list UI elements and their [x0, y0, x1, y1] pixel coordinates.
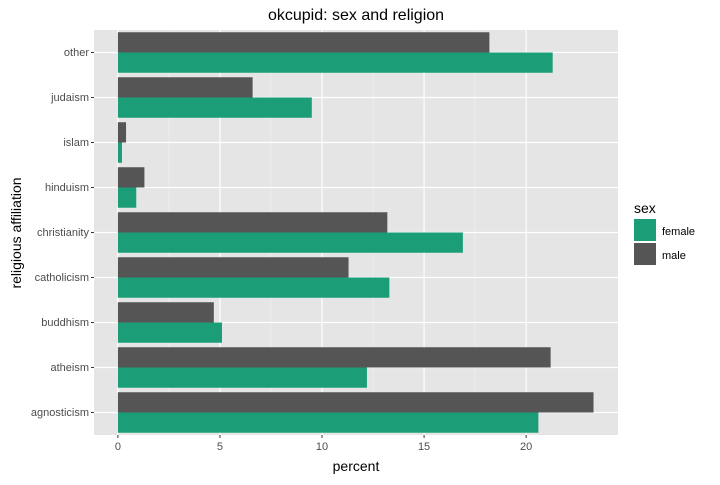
x-tick-label: 5 — [217, 441, 223, 453]
legend-label-male: male — [662, 250, 686, 262]
x-axis-title: percent — [333, 458, 380, 474]
y-tick-label: atheism — [50, 362, 89, 374]
bar-female-hinduism — [117, 187, 137, 208]
y-tick-label: christianity — [37, 227, 89, 239]
y-tick-label: judaism — [50, 92, 89, 104]
legend-key-female — [634, 219, 656, 241]
bar-female-other — [117, 52, 553, 73]
y-tick-label: islam — [63, 137, 89, 149]
bar-male-agnosticism — [117, 392, 594, 413]
bar-female-buddhism — [117, 322, 222, 343]
bar-male-christianity — [117, 212, 388, 233]
bar-female-judaism — [117, 97, 312, 118]
bar-female-islam — [117, 142, 122, 163]
y-tick-label: catholicism — [35, 272, 89, 284]
y-tick-label: hinduism — [45, 182, 89, 194]
legend: sex female male — [634, 200, 695, 265]
y-tick-label: agnosticism — [31, 407, 89, 419]
bar-male-hinduism — [117, 167, 145, 188]
bar-male-judaism — [117, 77, 253, 98]
x-tick-label: 0 — [115, 441, 121, 453]
x-tick-label: 15 — [418, 441, 430, 453]
bar-male-buddhism — [117, 302, 214, 323]
bar-male-other — [117, 32, 490, 53]
y-tick-label: buddhism — [41, 317, 89, 329]
legend-title: sex — [634, 200, 656, 216]
y-axis: agnosticism atheism buddhism catholicism chr… — [31, 47, 94, 419]
bar-female-christianity — [117, 232, 463, 253]
y-axis-title: religious affiliation — [8, 177, 24, 288]
x-tick-label: 20 — [520, 441, 532, 453]
bar-female-agnosticism — [117, 412, 539, 433]
bar-female-atheism — [117, 367, 367, 388]
legend-key-male — [634, 243, 656, 265]
bar-male-atheism — [117, 347, 551, 368]
legend-label-female: female — [662, 226, 695, 238]
x-tick-label: 10 — [316, 441, 328, 453]
x-axis: 0 5 10 15 20 — [115, 435, 532, 453]
y-tick-label: other — [64, 47, 89, 59]
chart-title: okcupid: sex and religion — [268, 7, 444, 24]
bar-male-islam — [117, 122, 127, 143]
bars-layer — [117, 32, 594, 433]
bar-male-catholicism — [117, 257, 349, 278]
bar-female-catholicism — [117, 277, 390, 298]
